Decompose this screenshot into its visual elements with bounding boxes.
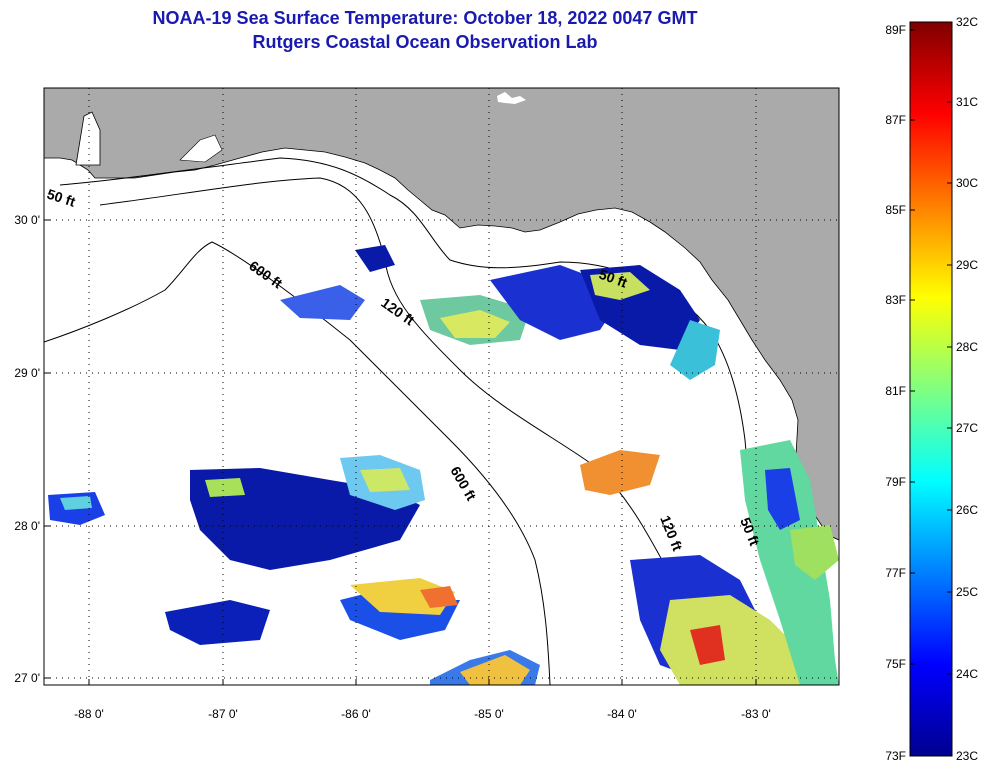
- colorbar-c-label: 32C: [956, 15, 978, 29]
- lon-tick-label: -87 0': [208, 707, 238, 721]
- colorbar-c-label: 25C: [956, 585, 978, 599]
- lat-tick-label: 29 0': [14, 366, 40, 380]
- island-shape: [497, 92, 526, 104]
- colorbar-f-label: 77F: [885, 566, 906, 580]
- sst-patches: [48, 245, 839, 685]
- colorbar-f-label: 75F: [885, 657, 906, 671]
- colorbar-c-label: 26C: [956, 503, 978, 517]
- lon-tick-label: -85 0': [474, 707, 504, 721]
- colorbar-c-label: 31C: [956, 95, 978, 109]
- map-subtitle: Rutgers Coastal Ocean Observation Lab: [252, 32, 598, 52]
- lat-tick-label: 30 0': [14, 213, 40, 227]
- colorbar-f-label: 87F: [885, 113, 906, 127]
- map-frame: [43, 87, 840, 686]
- colorbar-c-label: 30C: [956, 176, 978, 190]
- colorbar-f-label: 79F: [885, 475, 906, 489]
- lon-tick-label: -84 0': [607, 707, 637, 721]
- colorbar-ticks: [910, 29, 952, 675]
- lat-tick-label: 28 0': [14, 519, 40, 533]
- colorbar-c-label: 29C: [956, 258, 978, 272]
- lon-tick-label: -88 0': [74, 707, 104, 721]
- graticule: [44, 88, 839, 685]
- map-title: NOAA-19 Sea Surface Temperature: October…: [152, 8, 698, 28]
- colorbar-f-label: 85F: [885, 203, 906, 217]
- land-mass: [44, 88, 839, 541]
- bay-inlet: [179, 134, 223, 163]
- colorbar-f-label: 73F: [885, 749, 906, 763]
- colorbar-c-label: 27C: [956, 421, 978, 435]
- tick-marks: [44, 219, 757, 685]
- colorbar-f-label: 89F: [885, 23, 906, 37]
- lon-tick-label: -86 0': [341, 707, 371, 721]
- colorbar-c-label: 24C: [956, 667, 978, 681]
- colorbar-f-label: 81F: [885, 384, 906, 398]
- lat-tick-label: 27 0': [14, 671, 40, 685]
- colorbar: [909, 21, 953, 757]
- colorbar-c-label: 28C: [956, 340, 978, 354]
- colorbar-c-label: 23C: [956, 749, 978, 763]
- colorbar-f-label: 83F: [885, 293, 906, 307]
- lon-tick-label: -83 0': [741, 707, 771, 721]
- contour-600ft: [44, 241, 551, 685]
- mobile-bay: [75, 111, 101, 166]
